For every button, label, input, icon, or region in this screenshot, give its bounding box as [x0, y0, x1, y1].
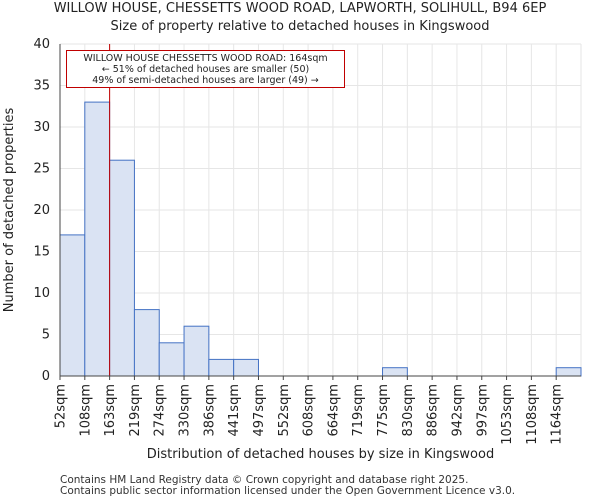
x-tick-label: 830sqm: [401, 384, 416, 437]
bar: [183, 325, 210, 377]
annotation-box: WILLOW HOUSE CHESSETTS WOOD ROAD: 164sqm…: [66, 50, 345, 88]
x-tick-label: 52sqm: [54, 384, 69, 428]
x-tick-label: 1053sqm: [500, 384, 515, 445]
bar: [158, 342, 185, 377]
chart-subtitle: Size of property relative to detached ho…: [110, 19, 490, 34]
axis-layer: [59, 44, 581, 380]
x-tick-label: 1164sqm: [550, 384, 565, 445]
footer-licence: Contains public sector information licen…: [60, 485, 516, 497]
x-tick-label: 497sqm: [252, 384, 267, 437]
x-tick-label: 1108sqm: [525, 384, 540, 445]
y-tick-label: 25: [33, 162, 50, 177]
x-tick-label: 386sqm: [202, 384, 217, 437]
y-tick-label: 0: [42, 369, 50, 384]
footer-copyright: Contains HM Land Registry data © Crown c…: [60, 474, 469, 486]
annotation-line3: 49% of semi-detached houses are larger (…: [92, 75, 319, 86]
x-tick-label: 552sqm: [277, 384, 292, 437]
y-tick-label: 15: [33, 245, 50, 260]
y-axis-title: Number of detached properties: [2, 108, 17, 313]
x-axis-title: Distribution of detached houses by size …: [147, 447, 494, 462]
bars-layer: [59, 101, 582, 377]
bar: [555, 367, 582, 377]
labels-layer: 0 5 10 15 20 25 30 35 40 52sqm 108sqm 163sqm 219sqm 2…: [2, 37, 565, 462]
annotation-line1: WILLOW HOUSE CHESSETTS WOOD ROAD: 164sqm: [83, 53, 328, 64]
y-tick-label: 10: [33, 286, 50, 301]
bar: [382, 367, 408, 377]
bar: [233, 358, 259, 377]
x-tick-label: 719sqm: [351, 384, 366, 437]
y-tick-label: 20: [33, 203, 50, 218]
x-tick-label: 886sqm: [426, 384, 441, 437]
x-tick-label: 775sqm: [376, 384, 391, 437]
x-tick-label: 163sqm: [103, 384, 118, 437]
x-tick-label: 608sqm: [302, 384, 317, 437]
x-tick-label: 330sqm: [178, 384, 193, 437]
x-tick-label: 942sqm: [450, 384, 465, 437]
x-tick-label: 274sqm: [153, 384, 168, 437]
bar: [109, 159, 135, 377]
bar: [133, 309, 160, 377]
x-tick-label: 997sqm: [475, 384, 490, 437]
x-tick-label: 441sqm: [227, 384, 242, 437]
x-tick-label: 108sqm: [78, 384, 93, 437]
chart-title: WILLOW HOUSE, CHESSETTS WOOD ROAD, LAPWO…: [53, 1, 547, 16]
bar: [59, 234, 86, 377]
y-tick-label: 30: [33, 120, 50, 135]
annotation-line2: ← 51% of detached houses are smaller (50…: [101, 64, 310, 75]
bar: [84, 101, 111, 377]
x-tick-label: 664sqm: [326, 384, 341, 437]
x-tick-label: 219sqm: [128, 384, 143, 437]
y-tick-label: 40: [33, 37, 50, 52]
bar: [208, 358, 235, 377]
y-tick-label: 35: [33, 79, 50, 94]
y-tick-label: 5: [42, 328, 50, 343]
